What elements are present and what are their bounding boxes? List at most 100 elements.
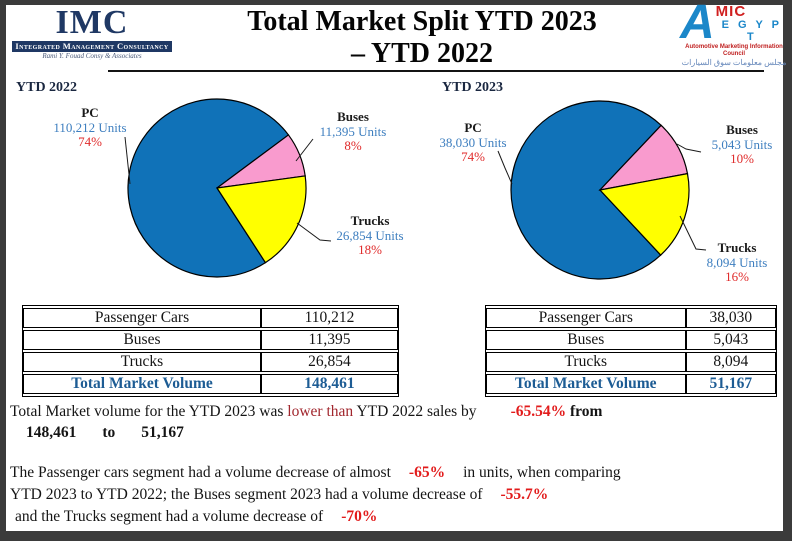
callout-leader-line — [679, 215, 707, 251]
lower-than-highlight: lower than — [287, 403, 354, 420]
table-row: Passenger Cars 38,030 — [486, 308, 776, 328]
pie-slice-buses — [216, 134, 306, 189]
callout-ytd2023-pc: PC 38,030 Units 74% — [439, 120, 507, 165]
slice-percent: 74% — [461, 149, 485, 164]
from-value: 148,461 — [26, 424, 77, 441]
pie-slice-pc — [127, 98, 290, 278]
slice-name: PC — [81, 105, 99, 120]
summary-line-2: 148,461 to 51,167 — [26, 422, 782, 443]
table-total-row: Total Market Volume 51,167 — [486, 374, 776, 394]
amic-a-glyph: A — [680, 0, 715, 49]
slice-name: Trucks — [350, 213, 390, 228]
summary-line-1: Total Market volume for the YTD 2023 was… — [10, 401, 782, 422]
summary-text: in units, when comparing — [463, 464, 621, 481]
summary-text: YTD 2022 sales by — [353, 403, 477, 420]
row-label: Passenger Cars — [486, 308, 686, 328]
amic-arabic-text: مجلس معلومات سوق السيارات — [681, 58, 787, 67]
trucks-change-percent: -70% — [341, 508, 378, 525]
amic-logo: A MIC E G Y P T Automotive Marketing Inf… — [680, 0, 788, 68]
table-row: Passenger Cars 110,212 — [23, 308, 398, 328]
row-value: 51,167 — [685, 374, 776, 394]
imc-company-name: Integrated Management Consultancy — [12, 41, 172, 52]
slice-percent: 8% — [344, 138, 362, 153]
summary-paragraph-2: The Passenger cars segment had a volume … — [10, 462, 782, 528]
row-value: 5,043 — [685, 330, 776, 350]
callout-ytd2022-pc: PC 110,212 Units 74% — [53, 105, 127, 150]
page-title: Total Market Split YTD 2023 – YTD 2022 — [172, 6, 672, 70]
slice-units: 5,043 Units — [711, 136, 773, 152]
imc-logo: IMC Integrated Management Consultancy Ra… — [12, 6, 172, 61]
slice-units: 26,854 Units — [336, 227, 404, 243]
slice-units: 8,094 Units — [706, 254, 768, 270]
row-value: 148,461 — [260, 374, 398, 394]
slice-name: PC — [464, 120, 482, 135]
row-label: Trucks — [486, 352, 686, 372]
row-label: Buses — [23, 330, 261, 350]
summary-line-4: YTD 2023 to YTD 2022; the Buses segment … — [10, 484, 782, 506]
slice-units: 38,030 Units — [439, 134, 507, 150]
slice-percent: 18% — [358, 242, 382, 257]
total-change-percent: -65.54% — [510, 403, 567, 420]
summary-text: Total Market volume for the YTD 2023 was — [10, 403, 288, 420]
row-value: 110,212 — [260, 308, 398, 328]
row-value: 26,854 — [260, 352, 398, 372]
callout-ytd2022-buses: Buses 11,395 Units 8% — [319, 109, 387, 154]
pc-change-percent: -65% — [408, 464, 446, 481]
amic-caption: Automotive Marketing Information Council — [685, 44, 783, 57]
slice-percent: 74% — [78, 134, 102, 149]
slice-name: Buses — [337, 109, 369, 124]
to-word: to — [102, 424, 116, 441]
volume-table-ytd-2022: Passenger Cars 110,212 Buses 11,395 Truc… — [22, 305, 399, 397]
chart-heading-ytd-2022: YTD 2022 — [16, 80, 78, 95]
summary-line-3: The Passenger cars segment had a volume … — [10, 462, 782, 484]
slice-name: Trucks — [717, 240, 757, 255]
summary-text: The Passenger cars segment had a volume … — [10, 464, 391, 481]
summary-text: YTD 2023 to YTD 2022; the Buses segment … — [10, 486, 483, 503]
slice-units: 11,395 Units — [319, 123, 387, 139]
callout-ytd2022-trucks: Trucks 26,854 Units 18% — [336, 213, 404, 258]
callout-ytd2023-buses: Buses 5,043 Units 10% — [711, 122, 773, 167]
slice-percent: 16% — [725, 269, 749, 284]
amic-egypt-text: E G Y P T — [721, 19, 782, 43]
summary-paragraph-1: Total Market volume for the YTD 2023 was… — [10, 401, 782, 443]
imc-tagline: Rami Y. Fouad Consy & Associates — [42, 52, 142, 60]
page-title-line1: Total Market Split YTD 2023 — [247, 6, 597, 37]
pie-slice-pc — [510, 100, 662, 280]
row-value: 11,395 — [260, 330, 398, 350]
pie-slice-trucks — [598, 172, 690, 256]
slice-percent: 10% — [730, 151, 754, 166]
amic-mic-text: MIC — [715, 3, 747, 20]
amic-logo-mark: A MIC E G Y P T — [680, 0, 788, 49]
callout-leader-line — [676, 143, 702, 153]
to-value: 51,167 — [141, 424, 184, 441]
summary-text: from — [569, 403, 603, 420]
header-divider — [108, 70, 764, 72]
table-row: Buses 11,395 — [23, 330, 398, 350]
pie-slice-trucks — [215, 175, 307, 264]
volume-table-ytd-2023: Passenger Cars 38,030 Buses 5,043 Trucks… — [485, 305, 777, 397]
callout-leader-line — [295, 138, 314, 162]
row-value: 8,094 — [685, 352, 776, 372]
page-title-line2: – YTD 2022 — [350, 38, 494, 69]
table-row: Trucks 26,854 — [23, 352, 398, 372]
table-total-row: Total Market Volume 148,461 — [23, 374, 398, 394]
row-label: Trucks — [23, 352, 261, 372]
row-label: Total Market Volume — [486, 374, 686, 394]
table-row: Buses 5,043 — [486, 330, 776, 350]
pie-slice-buses — [598, 124, 689, 191]
imc-acronym: IMC — [55, 4, 129, 41]
row-label: Total Market Volume — [23, 374, 261, 394]
table-row: Trucks 8,094 — [486, 352, 776, 372]
chart-heading-ytd-2023: YTD 2023 — [442, 80, 504, 95]
slice-units: 110,212 Units — [53, 119, 127, 135]
row-value: 38,030 — [685, 308, 776, 328]
slice-name: Buses — [726, 122, 758, 137]
callout-ytd2023-trucks: Trucks 8,094 Units 16% — [706, 240, 768, 285]
buses-change-percent: -55.7% — [500, 486, 549, 503]
row-label: Buses — [486, 330, 686, 350]
summary-line-5: and the Trucks segment had a volume decr… — [10, 506, 782, 528]
row-label: Passenger Cars — [23, 308, 261, 328]
callout-leader-line — [296, 222, 332, 242]
